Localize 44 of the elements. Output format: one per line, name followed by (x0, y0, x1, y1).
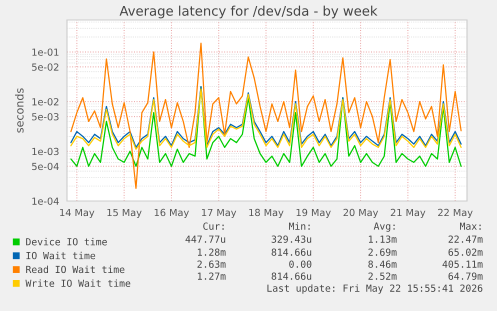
text: 22.47m (448, 235, 483, 243)
text: 814.66u (272, 248, 312, 256)
text: Min: (288, 222, 310, 230)
x-tick-label: 22 May (438, 208, 473, 218)
text: 8.46m (368, 260, 397, 268)
text: 405.11m (442, 260, 483, 268)
x-tick-label: 15 May (107, 208, 142, 218)
y-axis-title: seconds (15, 88, 24, 133)
text: 2.69m (368, 248, 397, 256)
y-tick-label: 1e-02 (32, 98, 58, 106)
text: 329.43u (272, 235, 312, 243)
legend-label: Device IO time (26, 238, 107, 246)
text: 64.79m (448, 272, 483, 280)
text: 0.00 (289, 260, 312, 268)
text: 2.63m (197, 260, 226, 268)
y-tick-label: 5e-03 (32, 113, 59, 120)
chart-title: Average latency for /dev/sda - by week (120, 6, 378, 18)
x-tick-label: 16 May (154, 208, 189, 218)
text: Last update: Fri May 22 15:55:41 2026 (267, 284, 482, 294)
text: 1.28m (198, 248, 226, 256)
line-series (70, 42, 462, 189)
text: 814.66u (272, 272, 312, 280)
text: 65.02m (448, 248, 483, 256)
y-tick-label: 5e-02 (32, 63, 58, 71)
text: Max: (460, 222, 481, 230)
y-tick-label: 1e-03 (32, 148, 59, 156)
y-tick-label: 5e-04 (32, 162, 59, 170)
x-tick-label: 14 May (60, 208, 94, 218)
text: 1.13m (368, 235, 397, 243)
x-tick-label: 21 May (390, 208, 426, 218)
text: Cur: (203, 222, 224, 230)
y-tick-label: 1e-04 (32, 197, 59, 205)
legend-label: Write IO Wait time (26, 279, 130, 287)
x-tick-label: 17 May (202, 208, 236, 218)
text: 447.77u (186, 236, 226, 243)
text: 2.52m (368, 272, 397, 280)
x-tick-label: 20 May (344, 208, 378, 218)
x-tick-label: 18 May (249, 208, 284, 218)
y-tick-label: 1e-01 (32, 48, 58, 56)
text: 1.27m (198, 272, 226, 280)
legend-label: Read IO Wait time (26, 266, 124, 274)
text: Avg: (374, 222, 395, 232)
legend-label: IO Wait time (26, 252, 96, 260)
x-tick-label: 19 May (296, 208, 331, 218)
